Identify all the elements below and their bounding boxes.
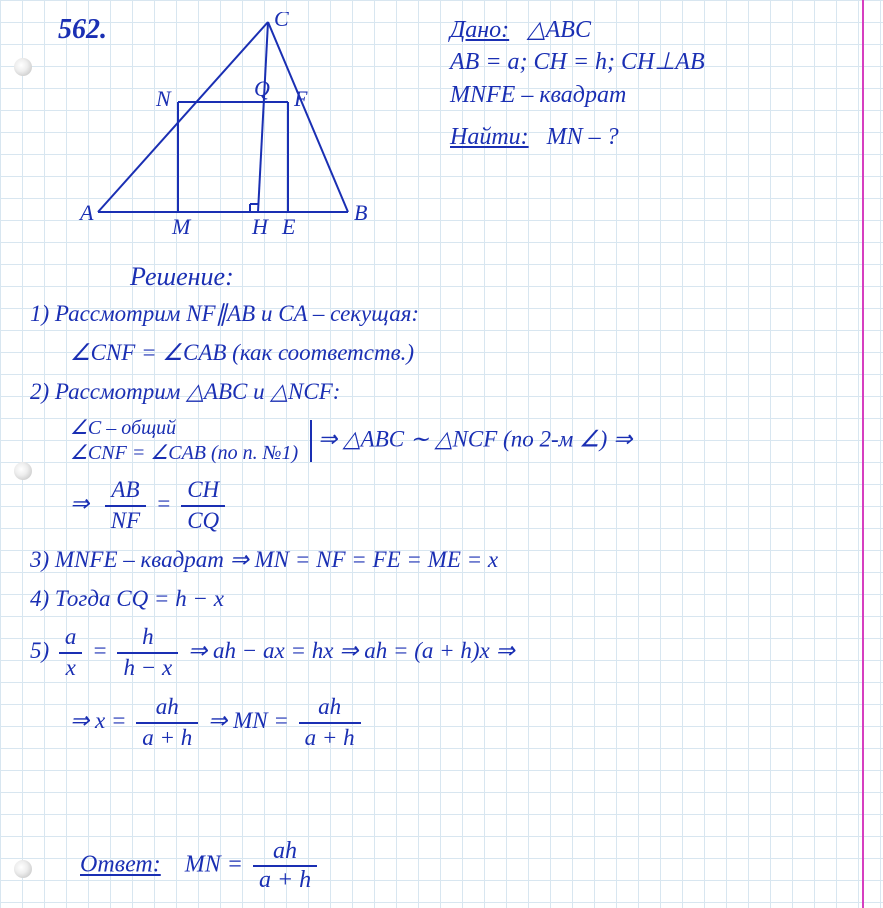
binder-hole <box>14 860 32 878</box>
solution-steps: 1) Рассмотрим NF∥AB и CA – секущая: ∠CNF… <box>30 300 860 762</box>
step-5-r-num: h <box>117 623 178 654</box>
step-5-prefix: 5) <box>30 638 55 663</box>
svg-text:A: A <box>78 200 94 225</box>
svg-text:H: H <box>251 214 269 239</box>
step-2-brace-line1: ∠C – общий <box>70 416 298 441</box>
svg-text:F: F <box>293 86 308 111</box>
step-5-r-den: h − x <box>117 654 178 683</box>
answer-frac: ah a + h <box>253 838 317 894</box>
step-5b: ⇒ x = ah a + h ⇒ MN = ah a + h <box>30 693 860 753</box>
given-line3: MNFE – квадрат <box>450 79 705 111</box>
answer-block: Ответ: MN = ah a + h <box>80 838 321 894</box>
solution-title: Решение: <box>130 262 234 292</box>
step-5b-prefix: ⇒ x = <box>70 708 132 733</box>
find-value: MN – ? <box>547 124 619 150</box>
ratio-rhs-den: CQ <box>181 507 225 536</box>
ratio-lhs-num: AB <box>105 476 146 507</box>
svg-text:C: C <box>274 12 289 31</box>
svg-text:E: E <box>281 214 296 239</box>
given-title: Дано: <box>450 17 509 43</box>
svg-text:M: M <box>171 214 192 239</box>
step-5b-num2: ah <box>299 693 361 724</box>
svg-text:N: N <box>155 86 172 111</box>
ratio-lhs: AB NF <box>105 476 146 536</box>
step-5-l-den: x <box>59 654 83 683</box>
step-5b-den2: a + h <box>299 724 361 753</box>
step-5b-frac2: ah a + h <box>299 693 361 753</box>
step-1b: ∠CNF = ∠CAB (как соответств.) <box>30 339 860 368</box>
step-5-frac-l: a x <box>59 623 83 683</box>
step-5b-den1: a + h <box>136 724 198 753</box>
svg-text:Q: Q <box>254 76 270 101</box>
step-5b-num1: ah <box>136 693 198 724</box>
triangle-diagram: A B C M EH N FQ <box>78 12 378 252</box>
ratio-rhs: CH CQ <box>181 476 225 536</box>
find-label: Найти: <box>450 124 529 150</box>
step-4: 4) Тогда CQ = h − x <box>30 585 860 614</box>
given-line1: △ABC <box>527 17 591 43</box>
step-5: 5) a x = h h − x ⇒ ah − ax = hx ⇒ ah = (… <box>30 623 860 683</box>
step-2: 2) Рассмотрим △ABC и △NCF: <box>30 378 860 407</box>
step-2-brace: ∠C – общий ∠CNF = ∠CAB (по п. №1) <box>70 416 312 466</box>
ratio-rhs-num: CH <box>181 476 225 507</box>
answer-expr-pre: MN = <box>185 852 249 878</box>
step-5-frac-r: h h − x <box>117 623 178 683</box>
answer-den: a + h <box>253 867 317 894</box>
given-line2: AB = a; CH = h; CH⊥AB <box>450 46 705 78</box>
step-1: 1) Рассмотрим NF∥AB и CA – секущая: <box>30 300 860 329</box>
svg-text:B: B <box>354 200 367 225</box>
step-2-brace-line2: ∠CNF = ∠CAB (по п. №1) <box>70 441 298 466</box>
right-margin-line <box>862 0 864 908</box>
step-5-chain: ⇒ ah − ax = hx ⇒ ah = (a + h)x ⇒ <box>188 638 515 663</box>
answer-label: Ответ: <box>80 852 161 878</box>
step-5b-frac1: ah a + h <box>136 693 198 753</box>
answer-num: ah <box>253 838 317 867</box>
ratio-lhs-den: NF <box>105 507 146 536</box>
binder-hole <box>14 58 32 76</box>
step-3: 3) MNFE – квадрат ⇒ MN = NF = FE = ME = … <box>30 546 860 575</box>
step-5b-mid: ⇒ MN = <box>208 708 295 733</box>
given-block: Дано: △ABC AB = a; CH = h; CH⊥AB MNFE – … <box>450 14 705 154</box>
step-5-l-num: a <box>59 623 83 654</box>
step-2-conclusion: ⇒ △ABC ∼ △NCF (по 2-м ∠) ⇒ <box>318 427 632 452</box>
